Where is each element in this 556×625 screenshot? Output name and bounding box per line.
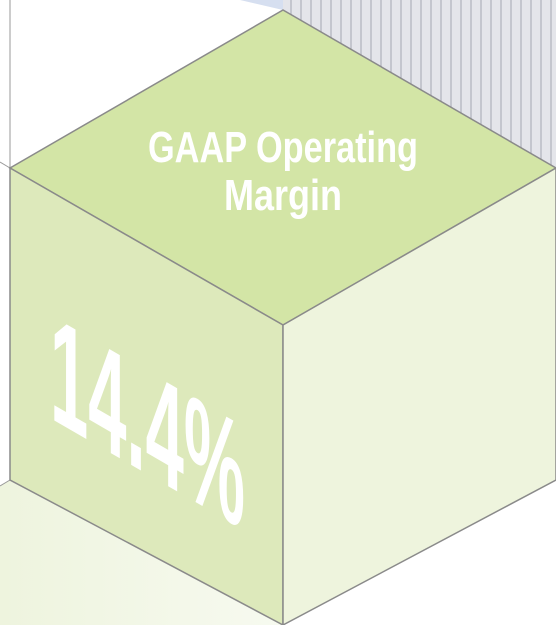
- title-line: Margin: [224, 171, 342, 220]
- edge-line: [0, 479, 11, 487]
- floor-panel: [0, 480, 283, 625]
- title-line: GAAP Operating: [148, 123, 418, 172]
- blue-sliver: [240, 0, 283, 10]
- cube-right: [282, 167, 556, 625]
- striped-panel: [283, 0, 556, 168]
- edge-line: [0, 161, 11, 169]
- cube-left: [9, 166, 284, 625]
